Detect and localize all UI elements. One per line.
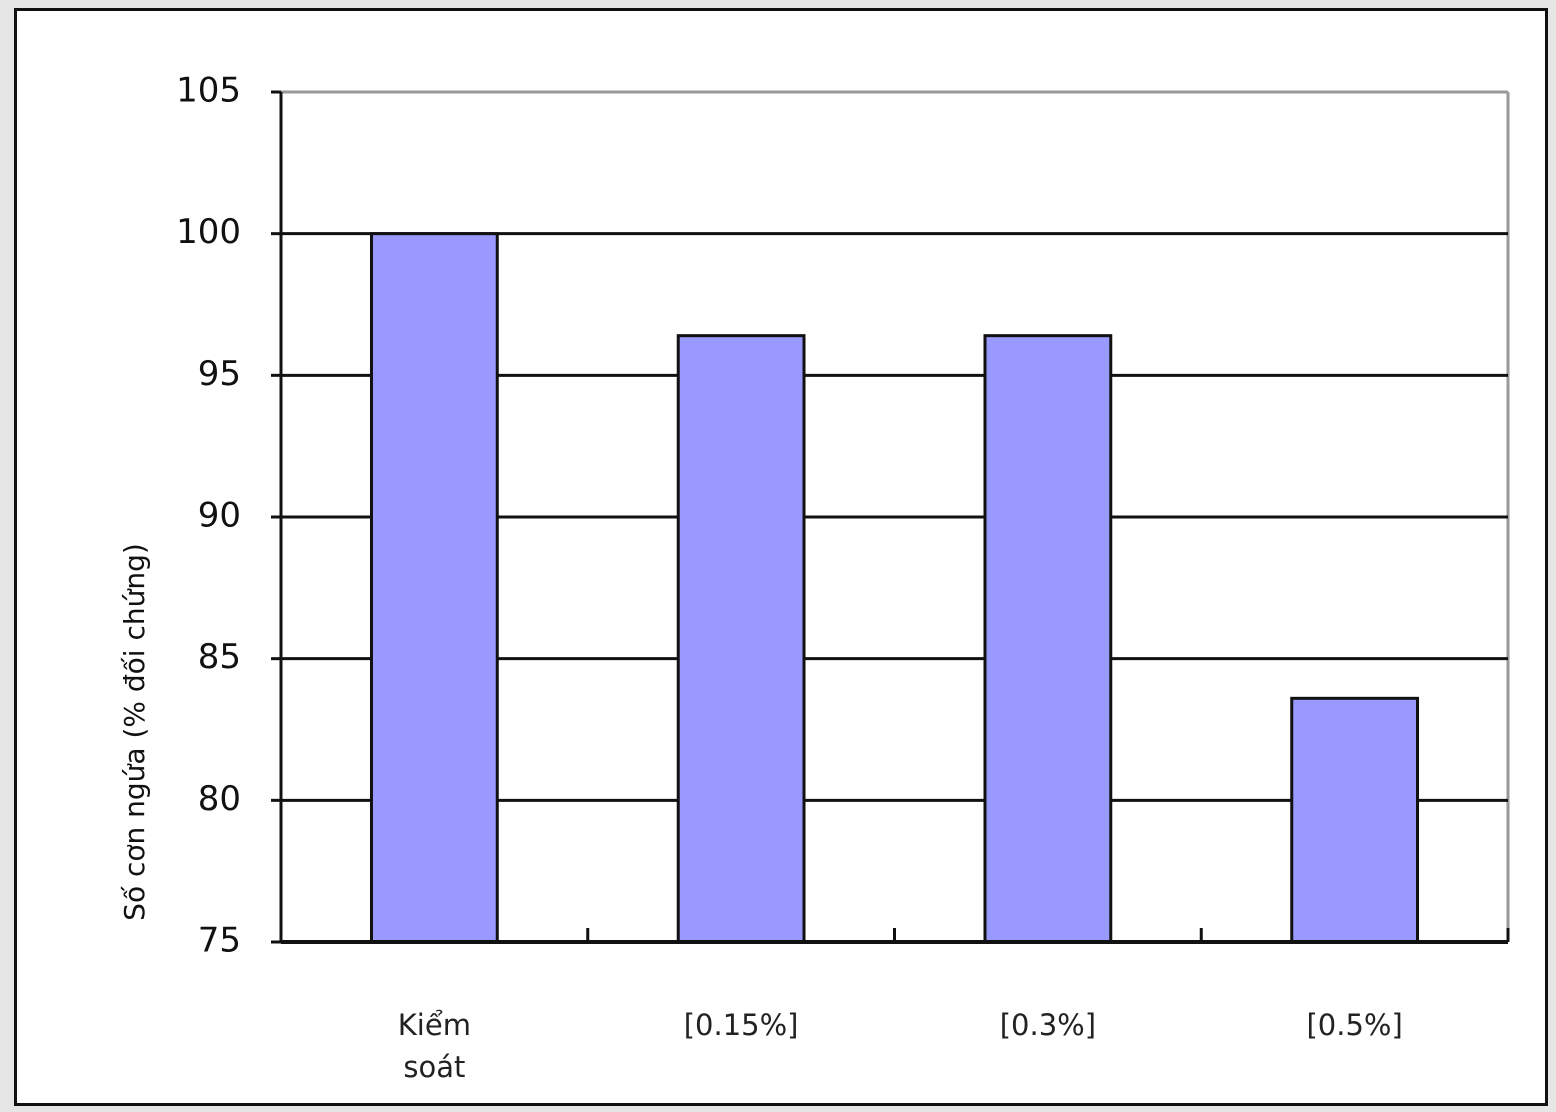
y-tick-label: 95 [198,354,241,394]
x-tick-label: [0.5%] [1306,1008,1403,1042]
y-tick-label: 80 [198,779,241,819]
bar [676,334,806,944]
bar [983,334,1113,944]
y-tick-label: 90 [198,496,241,536]
y-tick-label: 85 [198,637,241,677]
y-tick-label: 105 [176,71,241,111]
x-tick-label: [0.15%] [683,1008,799,1042]
y-axis-label: Số cơn ngứa (% đối chứng) [118,543,151,921]
bar [1290,696,1420,944]
x-tick-label: [0.3%] [999,1008,1097,1042]
y-tick-label: 100 [176,212,241,252]
y-tick-label: 75 [198,921,241,961]
x-tick-label: Kiểm soát [397,1008,471,1084]
bar [369,232,499,944]
